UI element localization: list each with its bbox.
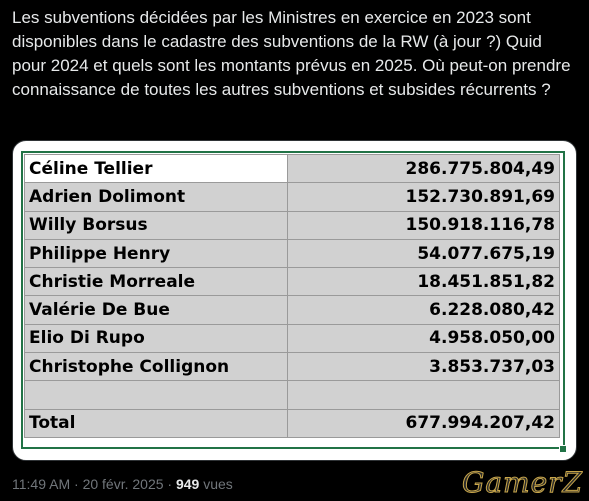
cell-name[interactable]: Valérie De Bue (24, 295, 288, 325)
table-row: Willy Borsus 150.918.116,78 (24, 210, 560, 240)
cell-amount[interactable]: 18.451.851,82 (287, 267, 560, 297)
cell-name[interactable]: Philippe Henry (24, 238, 288, 269)
cell-name[interactable]: Christophe Collignon (24, 352, 288, 382)
spreadsheet: Céline Tellier 286.775.804,49 Adrien Dol… (21, 151, 567, 453)
post-date[interactable]: 20 févr. 2025 (82, 476, 164, 492)
watermark-logo: GamerZ (461, 466, 583, 500)
table-row: Valérie De Bue 6.228.080,42 (24, 295, 560, 325)
post-metadata: 11:49 AM · 20 févr. 2025 · 949 vues (12, 474, 233, 494)
table-row: Philippe Henry 54.077.675,19 (24, 238, 560, 269)
table-row: Adrien Dolimont 152.730.891,69 (24, 182, 560, 212)
cell-amount[interactable]: 6.228.080,42 (287, 295, 560, 325)
meta-separator: · (70, 476, 83, 492)
post-text: Les subventions décidées par les Ministr… (12, 8, 571, 99)
cell-amount[interactable]: 152.730.891,69 (287, 182, 560, 212)
cell-amount[interactable] (287, 380, 560, 410)
cell-name[interactable]: Willy Borsus (24, 210, 288, 240)
cell-name[interactable]: Elio Di Rupo (24, 323, 288, 354)
table-row: Céline Tellier 286.775.804,49 (24, 153, 560, 184)
table-row: Christie Morreale 18.451.851,82 (24, 267, 560, 297)
views-count: 949 (175, 476, 200, 492)
cell-name[interactable] (24, 380, 288, 410)
table-row (24, 380, 560, 410)
table-row: Elio Di Rupo 4.958.050,00 (24, 323, 560, 354)
cell-name[interactable]: Adrien Dolimont (24, 182, 288, 212)
cell-amount[interactable]: 54.077.675,19 (287, 238, 560, 269)
cell-total-amount[interactable]: 677.994.207,42 (287, 408, 560, 438)
post-time[interactable]: 11:49 AM (12, 476, 71, 492)
cell-total-label[interactable]: Total (24, 408, 288, 438)
cell-name[interactable]: Céline Tellier (24, 153, 288, 184)
meta-separator: · (163, 476, 176, 492)
cell-name[interactable]: Christie Morreale (24, 267, 288, 297)
total-row: Total 677.994.207,42 (24, 408, 560, 438)
post-image[interactable]: Céline Tellier 286.775.804,49 Adrien Dol… (12, 140, 577, 461)
spreadsheet-table: Céline Tellier 286.775.804,49 Adrien Dol… (24, 153, 560, 438)
table-row: Christophe Collignon 3.853.737,03 (24, 352, 560, 382)
cell-amount[interactable]: 286.775.804,49 (287, 153, 560, 184)
cell-amount[interactable]: 4.958.050,00 (287, 323, 560, 354)
cell-amount[interactable]: 3.853.737,03 (287, 352, 560, 382)
cell-amount[interactable]: 150.918.116,78 (287, 210, 560, 240)
fill-handle[interactable] (559, 445, 567, 453)
views-label: vues (199, 476, 233, 492)
